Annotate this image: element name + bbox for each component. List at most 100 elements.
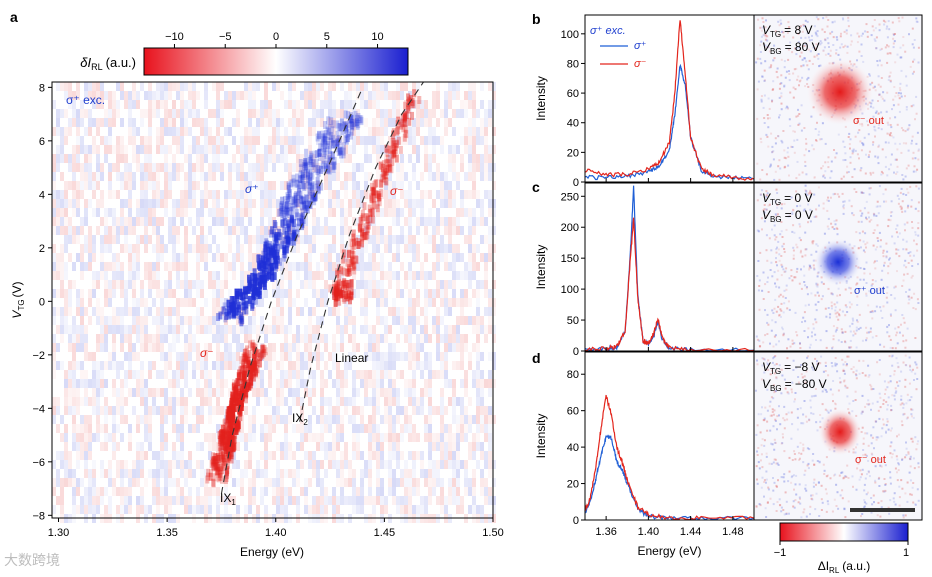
heatmap-noise-cell — [160, 163, 164, 172]
heatmap-noise-cell — [476, 127, 480, 136]
image-b-noise — [891, 108, 893, 111]
heatmap-noise-cell — [352, 289, 356, 298]
heatmap-noise-cell — [360, 91, 364, 100]
heatmap-noise-cell — [256, 226, 260, 235]
heatmap-noise-cell — [212, 109, 216, 118]
heatmap-noise-cell — [208, 109, 212, 118]
heatmap-noise-cell — [280, 91, 284, 100]
heatmap-noise-cell — [380, 280, 384, 289]
heatmap-feature-cell — [317, 148, 322, 157]
heatmap-feature-cell — [230, 391, 235, 400]
heatmap-noise-cell — [476, 262, 480, 271]
heatmap-noise-cell — [428, 424, 432, 433]
heatmap-feature-cell — [236, 393, 241, 401]
heatmap-noise-cell — [128, 136, 132, 145]
heatmap-noise-cell — [444, 181, 448, 190]
heatmap-noise-cell — [136, 460, 140, 469]
heatmap-feature-cell — [365, 221, 370, 230]
heatmap-noise-cell — [244, 136, 248, 145]
heatmap-feature-cell — [290, 215, 295, 224]
heatmap-noise-cell — [488, 109, 492, 118]
heatmap-noise-cell — [332, 100, 336, 109]
heatmap-feature-cell — [294, 190, 299, 199]
heatmap-feature-cell — [273, 256, 278, 265]
heatmap-noise-cell — [180, 397, 184, 406]
heatmap-noise-cell — [304, 217, 308, 226]
heatmap-noise-cell — [296, 190, 300, 199]
heatmap-noise-cell — [68, 253, 72, 262]
heatmap-noise-cell — [60, 289, 64, 298]
heatmap-noise-cell — [420, 100, 424, 109]
heatmap-noise-cell — [72, 325, 76, 334]
heatmap-feature-cell — [350, 245, 355, 254]
image-b-noise — [835, 152, 838, 155]
heatmap-noise-cell — [484, 415, 488, 424]
heatmap-noise-cell — [148, 388, 152, 397]
heatmap-noise-cell — [344, 136, 348, 145]
heatmap-noise-cell — [408, 226, 412, 235]
heatmap-noise-cell — [116, 487, 120, 496]
heatmap-noise-cell — [404, 478, 408, 487]
heatmap-noise-cell — [456, 460, 460, 469]
heatmap-noise-cell — [360, 487, 364, 496]
heatmap-noise-cell — [340, 469, 344, 478]
heatmap-noise-cell — [112, 415, 116, 424]
heatmap-noise-cell — [224, 343, 228, 352]
heatmap-noise-cell — [308, 316, 312, 325]
heatmap-feature-cell — [331, 162, 336, 171]
heatmap-noise-cell — [400, 325, 404, 334]
heatmap-feature-cell — [384, 144, 389, 153]
heatmap-noise-cell — [248, 163, 252, 172]
heatmap-noise-cell — [468, 415, 472, 424]
heatmap-noise-cell — [256, 388, 260, 397]
image-b-noise — [858, 35, 861, 38]
heatmap-noise-cell — [160, 343, 164, 352]
heatmap-noise-cell — [480, 469, 484, 478]
heatmap-feature-cell — [276, 243, 281, 252]
heatmap-noise-cell — [124, 172, 128, 181]
heatmap-noise-cell — [128, 478, 132, 487]
heatmap-noise-cell — [156, 163, 160, 172]
heatmap-noise-cell — [196, 235, 200, 244]
heatmap-noise-cell — [364, 82, 368, 91]
heatmap-feature-cell — [323, 136, 328, 144]
heatmap-noise-cell — [92, 181, 96, 190]
heatmap-noise-cell — [320, 406, 324, 415]
heatmap-noise-cell — [144, 271, 148, 280]
heatmap-noise-cell — [488, 100, 492, 109]
heatmap-noise-cell — [212, 154, 216, 163]
heatmap-noise-cell — [452, 109, 456, 118]
heatmap-feature-cell — [358, 217, 363, 225]
heatmap-noise-cell — [444, 172, 448, 181]
heatmap-noise-cell — [256, 334, 260, 343]
heatmap-noise-cell — [348, 397, 352, 406]
heatmap-noise-cell — [292, 163, 296, 172]
heatmap-feature-cell — [265, 273, 269, 281]
heatmap-feature-cell — [332, 162, 337, 170]
heatmap-noise-cell — [480, 136, 484, 145]
heatmap-noise-cell — [60, 334, 64, 343]
heatmap-noise-cell — [288, 163, 292, 172]
heatmap-noise-cell — [424, 136, 428, 145]
heatmap-noise-cell — [444, 244, 448, 253]
heatmap-noise-cell — [324, 469, 328, 478]
heatmap-noise-cell — [196, 316, 200, 325]
heatmap-noise-cell — [92, 487, 96, 496]
heatmap-noise-cell — [140, 298, 144, 307]
heatmap-noise-cell — [216, 505, 220, 514]
image-b-noise — [902, 36, 905, 38]
heatmap-noise-cell — [96, 163, 100, 172]
heatmap-noise-cell — [68, 289, 72, 298]
heatmap-noise-cell — [296, 343, 300, 352]
heatmap-feature-cell — [266, 258, 271, 267]
heatmap-noise-cell — [248, 145, 252, 154]
heatmap-noise-cell — [228, 361, 232, 370]
image-b-noise — [896, 165, 899, 168]
heatmap-feature-cell — [298, 175, 303, 184]
heatmap-noise-cell — [364, 460, 368, 469]
heatmap-noise-cell — [252, 172, 256, 181]
heatmap-feature-cell — [253, 296, 258, 305]
heatmap-feature-cell — [270, 274, 275, 282]
heatmap-feature-cell — [239, 292, 244, 301]
heatmap-noise-cell — [176, 199, 180, 208]
